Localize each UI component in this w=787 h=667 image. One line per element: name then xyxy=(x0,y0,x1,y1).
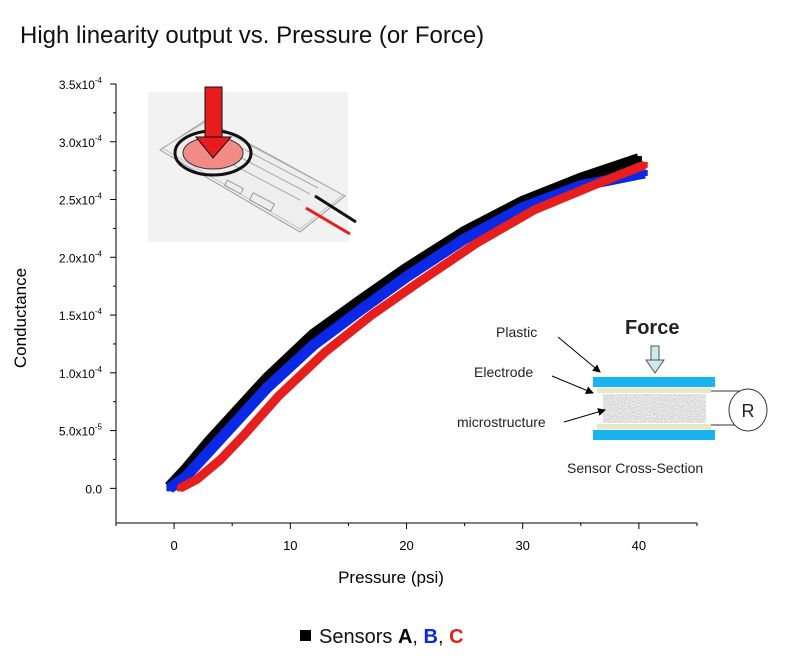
y-tick-label: 2.5x10-4 xyxy=(59,192,103,208)
series-1-point xyxy=(264,384,271,391)
legend-sensor-b: B xyxy=(423,626,438,648)
series-0-point xyxy=(403,265,410,272)
series-line-2 xyxy=(177,160,647,493)
series-2-point xyxy=(368,312,375,319)
series-2-point xyxy=(217,456,224,463)
y-tick-label: 1.5x10-4 xyxy=(59,307,103,323)
ticks xyxy=(110,83,698,529)
series-line-1 xyxy=(166,167,646,493)
series-2-point xyxy=(176,485,183,492)
legend-sensor-a: A xyxy=(397,626,413,648)
plastic-layer-bottom xyxy=(593,430,715,440)
series-1-point xyxy=(461,235,468,242)
y-tick-label: 5.0x10-5 xyxy=(59,423,103,439)
series-1-point xyxy=(357,307,364,314)
series-2-point xyxy=(322,349,329,356)
y-tick-label: 3.0x10-4 xyxy=(59,134,103,150)
y-tick-label: 1.0x10-4 xyxy=(59,365,103,381)
series-1-point xyxy=(182,473,189,480)
electrode-layer-bottom xyxy=(597,424,711,429)
force-arrow xyxy=(645,345,665,374)
series-0-point xyxy=(461,228,468,235)
series-2-point xyxy=(194,476,201,483)
legend-marker xyxy=(300,630,311,641)
x-tick-label: 30 xyxy=(515,538,529,553)
series-2-point xyxy=(589,182,596,189)
tick-labels: 0 10 20 30 40 3.5x10-4 3.0x10-4 2.5x10-4 2.0x10-… xyxy=(59,76,646,553)
x-tick-label: 10 xyxy=(283,538,297,553)
series-2-point xyxy=(415,279,422,286)
series-1-point xyxy=(519,204,526,211)
chart-title: High linearity output vs. Pressure (or F… xyxy=(20,22,485,49)
legend-prefix: Sensors xyxy=(319,626,398,648)
series-0-point xyxy=(357,298,364,305)
electrode-label: Electrode xyxy=(474,364,533,380)
series-1-point xyxy=(641,169,648,176)
plastic-layer-top xyxy=(593,377,715,387)
y-axis-label: Conductance xyxy=(11,268,30,368)
legend: Sensors A, B, C xyxy=(300,626,464,649)
x-tick-label: 20 xyxy=(399,538,413,553)
y-tick-label: 3.5x10-4 xyxy=(59,76,103,92)
series-1-point xyxy=(310,342,317,349)
x-axis-label: Pressure (psi) xyxy=(338,568,444,587)
series-2-point xyxy=(240,432,247,439)
electrode-layer-top xyxy=(597,388,711,393)
y-tick-label: 0.0 xyxy=(85,482,102,496)
plastic-label: Plastic xyxy=(496,324,537,340)
series-1-point xyxy=(403,273,410,280)
series-0-point xyxy=(264,375,271,382)
microstructure-label: microstructure xyxy=(457,414,546,430)
y-tick-label: 2.0x10-4 xyxy=(59,249,103,265)
series-0-point xyxy=(310,331,317,338)
legend-sep-2: , xyxy=(437,626,450,648)
series-0-point xyxy=(577,175,584,182)
series-line-0 xyxy=(165,153,641,492)
series-2-point xyxy=(275,392,282,399)
resistor-circle xyxy=(728,388,768,432)
cross-section-caption: Sensor Cross-Section xyxy=(567,460,703,476)
series-2-point xyxy=(531,206,538,213)
sensor-photo-illustration xyxy=(148,86,357,242)
microstructure-layer xyxy=(603,394,706,423)
series-layer xyxy=(165,153,648,493)
series-2-point xyxy=(641,161,648,168)
x-tick-label: 40 xyxy=(632,538,646,553)
legend-sensor-c: C xyxy=(449,626,464,648)
legend-sep-1: , xyxy=(412,626,424,648)
series-0-point xyxy=(205,439,212,446)
series-1-point xyxy=(205,448,212,455)
series-2-point xyxy=(473,240,480,247)
series-1-point xyxy=(166,485,173,492)
force-label: Force xyxy=(625,317,679,339)
series-1-point xyxy=(229,422,236,429)
sensor-cross-section-diagram: Force R Plastic Electrode microstructure… xyxy=(457,317,768,476)
x-tick-label: 0 xyxy=(170,538,177,553)
series-0-point xyxy=(635,156,642,163)
resistor-label: R xyxy=(742,401,755,421)
series-0-point xyxy=(229,413,236,420)
